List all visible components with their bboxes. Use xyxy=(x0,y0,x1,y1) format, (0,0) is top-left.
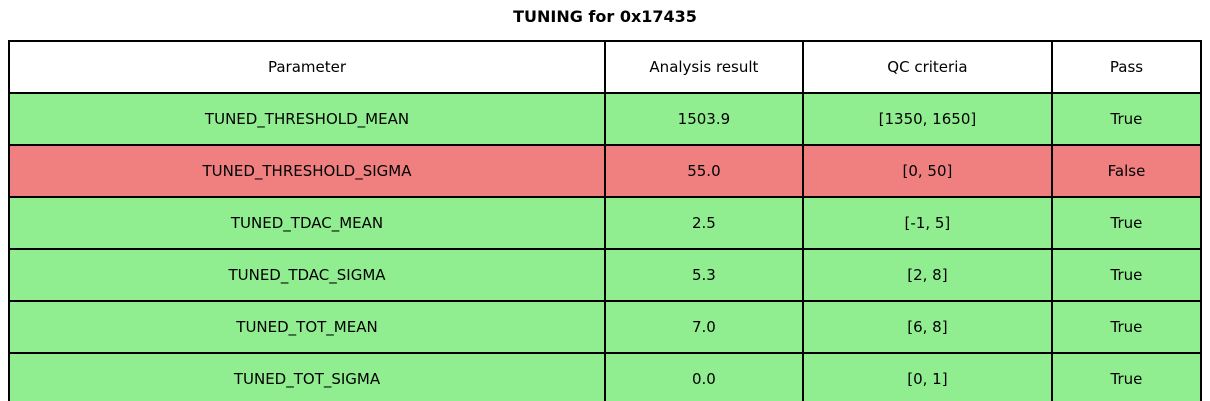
cell-analysis-result: 5.3 xyxy=(604,248,804,302)
cell-qc-criteria: [0, 50] xyxy=(801,144,1053,198)
cell-parameter: TUNED_THRESHOLD_MEAN xyxy=(8,92,606,146)
cell-pass: True xyxy=(1050,92,1203,146)
table-row: TUNED_TOT_SIGMA 0.0 [0, 1] True xyxy=(8,352,1203,401)
cell-parameter: TUNED_TDAC_SIGMA xyxy=(8,248,606,302)
column-header-qc-criteria: QC criteria xyxy=(801,40,1053,94)
cell-qc-criteria: [2, 8] xyxy=(801,248,1053,302)
cell-qc-criteria: [6, 8] xyxy=(801,300,1053,354)
table-body: TUNED_THRESHOLD_MEAN 1503.9 [1350, 1650] Tr… xyxy=(8,92,1203,401)
cell-qc-criteria: [0, 1] xyxy=(801,352,1053,401)
column-header-analysis-result: Analysis result xyxy=(604,40,804,94)
cell-analysis-result: 7.0 xyxy=(604,300,804,354)
cell-qc-criteria: [1350, 1650] xyxy=(801,92,1053,146)
table-row: TUNED_TDAC_SIGMA 5.3 [2, 8] True xyxy=(8,248,1203,302)
column-header-parameter: Parameter xyxy=(8,40,606,94)
cell-pass: True xyxy=(1050,196,1203,250)
qc-table: Parameter Analysis result QC criteria Pa… xyxy=(8,40,1203,401)
cell-pass: True xyxy=(1050,300,1203,354)
cell-parameter: TUNED_TDAC_MEAN xyxy=(8,196,606,250)
figure-title: TUNING for 0x17435 xyxy=(513,7,697,26)
cell-qc-criteria: [-1, 5] xyxy=(801,196,1053,250)
header-row: Parameter Analysis result QC criteria Pa… xyxy=(8,40,1203,94)
cell-parameter: TUNED_THRESHOLD_SIGMA xyxy=(8,144,606,198)
cell-pass: False xyxy=(1050,144,1203,198)
cell-analysis-result: 2.5 xyxy=(604,196,804,250)
cell-analysis-result: 55.0 xyxy=(604,144,804,198)
table-row: TUNED_THRESHOLD_MEAN 1503.9 [1350, 1650] Tr… xyxy=(8,92,1203,146)
cell-pass: True xyxy=(1050,248,1203,302)
table-row: TUNED_THRESHOLD_SIGMA 55.0 [0, 50] False xyxy=(8,144,1203,198)
table-row: TUNED_TOT_MEAN 7.0 [6, 8] True xyxy=(8,300,1203,354)
cell-analysis-result: 0.0 xyxy=(604,352,804,401)
cell-pass: True xyxy=(1050,352,1203,401)
cell-parameter: TUNED_TOT_SIGMA xyxy=(8,352,606,401)
table-row: TUNED_TDAC_MEAN 2.5 [-1, 5] True xyxy=(8,196,1203,250)
cell-parameter: TUNED_TOT_MEAN xyxy=(8,300,606,354)
column-header-pass: Pass xyxy=(1050,40,1203,94)
cell-analysis-result: 1503.9 xyxy=(604,92,804,146)
